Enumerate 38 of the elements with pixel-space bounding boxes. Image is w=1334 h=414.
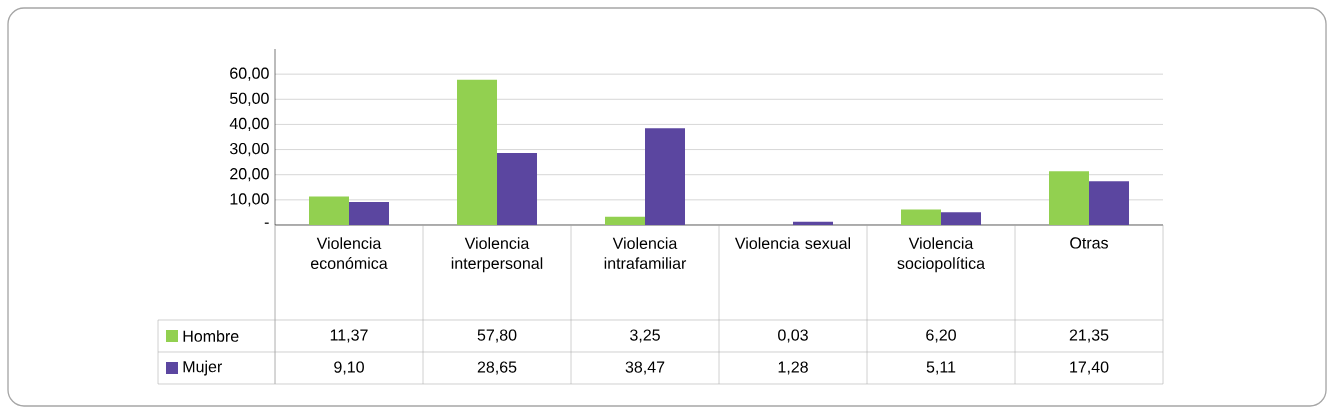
data-label: 57,80 — [477, 329, 517, 343]
y-tick-label: 60,00 — [230, 67, 269, 81]
bar — [457, 79, 497, 225]
y-tick-label: 30,00 — [229, 142, 269, 157]
y-tick-label: - — [264, 222, 269, 224]
legend-label: Mujer — [183, 360, 222, 376]
legend-label: Hombre — [183, 330, 239, 342]
x-tick-label: Violencia intrafamiliar — [604, 237, 687, 269]
data-label: 28,65 — [477, 361, 517, 375]
data-label: 17,40 — [1070, 361, 1109, 375]
bar — [901, 209, 942, 225]
data-label: 5,11 — [926, 361, 956, 375]
data-label: 11,37 — [330, 329, 368, 343]
bar — [605, 216, 645, 225]
x-tick-label: Violencia interpersonal — [451, 237, 543, 273]
x-tick-label: Otras — [1070, 237, 1108, 249]
data-label: 38,47 — [625, 361, 665, 375]
x-tick-label: Violencia sociopolítica — [897, 237, 986, 273]
data-label: 6,20 — [926, 329, 956, 343]
data-label: 9,10 — [334, 361, 364, 375]
bar — [645, 128, 685, 225]
y-tick-label: 50,00 — [230, 92, 269, 106]
data-label: 0,03 — [778, 329, 808, 343]
y-tick-label: 40,00 — [229, 117, 269, 132]
x-tick-label: Violencia económica — [310, 237, 388, 269]
x-tick-label: Violencia sexual — [734, 237, 851, 249]
y-tick-label: 10,00 — [230, 193, 269, 207]
bar — [349, 202, 390, 225]
data-label: 21,35 — [1069, 329, 1109, 343]
y-tick-label: 20,00 — [230, 168, 269, 182]
data-label: 3,25 — [630, 329, 660, 343]
bar — [309, 196, 349, 225]
bar — [1089, 181, 1130, 225]
data-label: 1,28 — [778, 361, 808, 375]
bar — [1049, 171, 1089, 225]
bar — [941, 212, 981, 225]
bar — [793, 221, 833, 225]
bar — [497, 152, 538, 225]
